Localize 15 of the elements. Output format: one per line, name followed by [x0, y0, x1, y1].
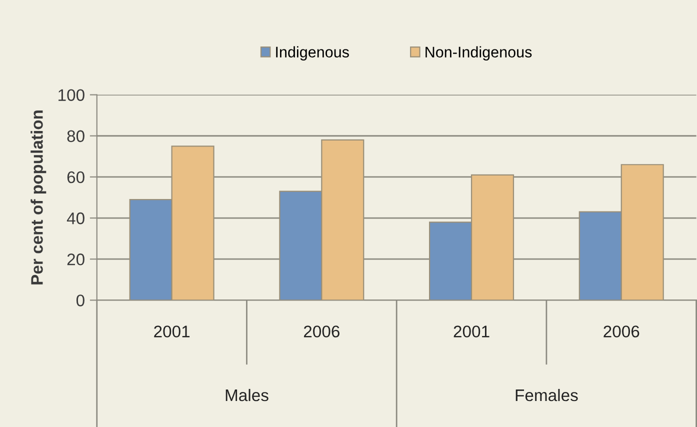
x-tick-label: 2006 — [604, 326, 640, 338]
y-tick-label: 40 — [66, 212, 84, 224]
x-tick-label: 2006 — [304, 326, 340, 338]
legend-label: Non-Indigenous — [426, 46, 532, 61]
y-tick-label: 0 — [76, 294, 84, 306]
x-tick-label: 2001 — [154, 326, 190, 338]
y-tick-label: 100 — [58, 89, 84, 101]
y-tick-label: 60 — [67, 171, 84, 184]
y-tick-label: 80 — [67, 130, 84, 142]
y-axis-title: Per cent of population — [30, 110, 46, 284]
legend-label: Indigenous — [276, 46, 349, 61]
y-tick-label: 20 — [67, 254, 84, 266]
text: Males — [226, 388, 268, 402]
text: Females — [516, 388, 578, 402]
x-tick-label: 2001 — [454, 326, 490, 338]
